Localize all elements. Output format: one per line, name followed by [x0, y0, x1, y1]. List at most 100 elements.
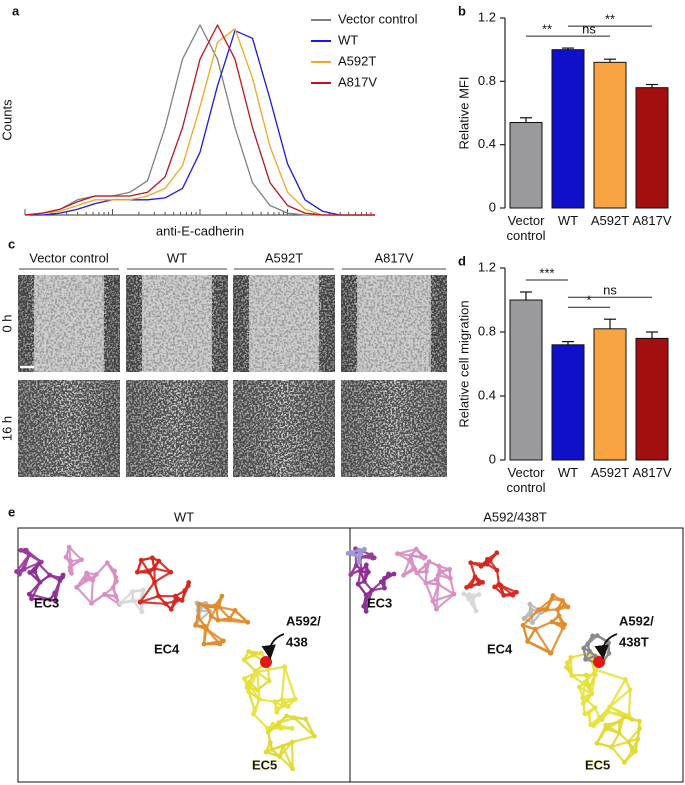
- significance-label: ns: [582, 22, 596, 37]
- mesh-node: [423, 580, 429, 586]
- mesh-node: [582, 680, 588, 685]
- mesh-edge: [243, 659, 257, 672]
- mesh-edge: [402, 559, 411, 576]
- mesh-node: [201, 641, 207, 647]
- mesh-node: [411, 565, 417, 570]
- mesh-node: [113, 575, 119, 580]
- mesh-node: [69, 570, 74, 576]
- x-tick-label-box: A592T: [591, 465, 629, 480]
- mesh-node: [501, 592, 507, 598]
- mesh-node: [461, 591, 467, 597]
- mesh-node: [580, 700, 586, 706]
- mesh-node: [274, 706, 280, 712]
- mesh-edge: [139, 581, 156, 603]
- mesh-node: [89, 600, 94, 606]
- mesh-node: [353, 563, 359, 568]
- mesh-node: [289, 725, 295, 731]
- mesh-node: [548, 650, 553, 656]
- mesh-node: [532, 626, 538, 632]
- site-label: 438: [286, 634, 308, 649]
- mesh-node: [536, 607, 542, 613]
- mesh-node: [447, 575, 453, 581]
- mesh-node: [217, 641, 223, 647]
- y-tick-label: 0.4: [478, 387, 496, 402]
- panel-label: c: [8, 236, 15, 251]
- x-tick-label-box: A817V: [632, 213, 672, 228]
- mutation-site: [260, 656, 272, 668]
- legend-label: Vector control: [338, 11, 418, 26]
- mesh-node: [476, 592, 482, 597]
- mesh-node: [23, 547, 29, 553]
- mesh-node: [57, 578, 63, 583]
- mesh-node: [141, 587, 146, 593]
- structure-title: WT: [174, 509, 194, 524]
- mesh-edge: [106, 562, 117, 579]
- mesh-edge: [280, 666, 286, 700]
- mesh-node: [617, 719, 622, 724]
- x-tick-label: A817V: [632, 213, 672, 228]
- bar: [593, 328, 627, 461]
- mesh-node: [151, 566, 157, 571]
- mesh-edge: [469, 562, 477, 578]
- mesh-node: [361, 546, 367, 552]
- bar: [635, 337, 669, 461]
- mesh-node: [382, 575, 387, 581]
- mesh-edge: [291, 735, 315, 744]
- mesh-edge: [278, 755, 294, 770]
- y-tick-label: 0.8: [478, 73, 496, 88]
- mesh-node: [274, 709, 280, 715]
- mesh-node: [272, 699, 278, 705]
- mesh-node: [263, 749, 269, 755]
- mesh-node: [637, 718, 642, 724]
- mesh-node: [156, 593, 161, 599]
- mesh-node: [464, 584, 469, 590]
- mesh-node: [576, 684, 582, 690]
- mesh-edge: [158, 560, 172, 573]
- mesh-edge: [154, 567, 171, 574]
- mesh-node: [525, 639, 531, 644]
- mesh-node: [407, 557, 412, 563]
- significance-label: **: [605, 12, 615, 27]
- mesh-node: [606, 650, 612, 656]
- mesh-node: [589, 691, 595, 697]
- mesh-edge: [293, 717, 316, 737]
- x-tick-label: WT: [557, 465, 579, 480]
- y-axis-label: Relative cell migration: [456, 300, 471, 427]
- mesh-edge: [522, 608, 540, 627]
- mesh-node: [423, 562, 429, 568]
- mesh-node: [622, 677, 628, 682]
- mesh-node: [386, 571, 391, 577]
- bar: [593, 61, 627, 209]
- y-tick-label: 0.4: [478, 136, 496, 151]
- mesh-node: [583, 656, 588, 662]
- significance-label: ***: [539, 265, 554, 280]
- mesh-node: [468, 560, 474, 566]
- mesh-edge: [431, 584, 440, 602]
- mesh-node: [414, 570, 420, 576]
- mesh-node: [550, 593, 556, 598]
- micrograph-texture: [319, 275, 335, 372]
- mesh-node: [254, 669, 260, 675]
- mesh-node: [276, 720, 282, 726]
- panel-label: a: [12, 3, 20, 18]
- mesh-node: [621, 714, 627, 720]
- mesh-edge: [527, 640, 551, 655]
- mesh-node: [382, 585, 387, 591]
- mesh-node: [241, 676, 247, 681]
- mesh-node: [52, 598, 58, 604]
- mesh-edge: [534, 620, 553, 631]
- mesh-node: [560, 598, 565, 603]
- mesh-node: [290, 766, 296, 772]
- mesh-edge: [243, 670, 258, 680]
- mesh-edge: [205, 628, 224, 642]
- x-tick-label: Vector control: [506, 465, 546, 495]
- mesh-node: [494, 567, 500, 573]
- mesh-node: [279, 697, 285, 703]
- mesh-node: [245, 619, 251, 625]
- mesh-node: [280, 743, 286, 749]
- mesh-node: [593, 667, 599, 673]
- mesh-node: [215, 617, 221, 623]
- x-axis-label: anti-E-cadherin: [156, 223, 244, 238]
- mesh-edge: [522, 624, 529, 642]
- domain-label: EC4: [154, 641, 180, 656]
